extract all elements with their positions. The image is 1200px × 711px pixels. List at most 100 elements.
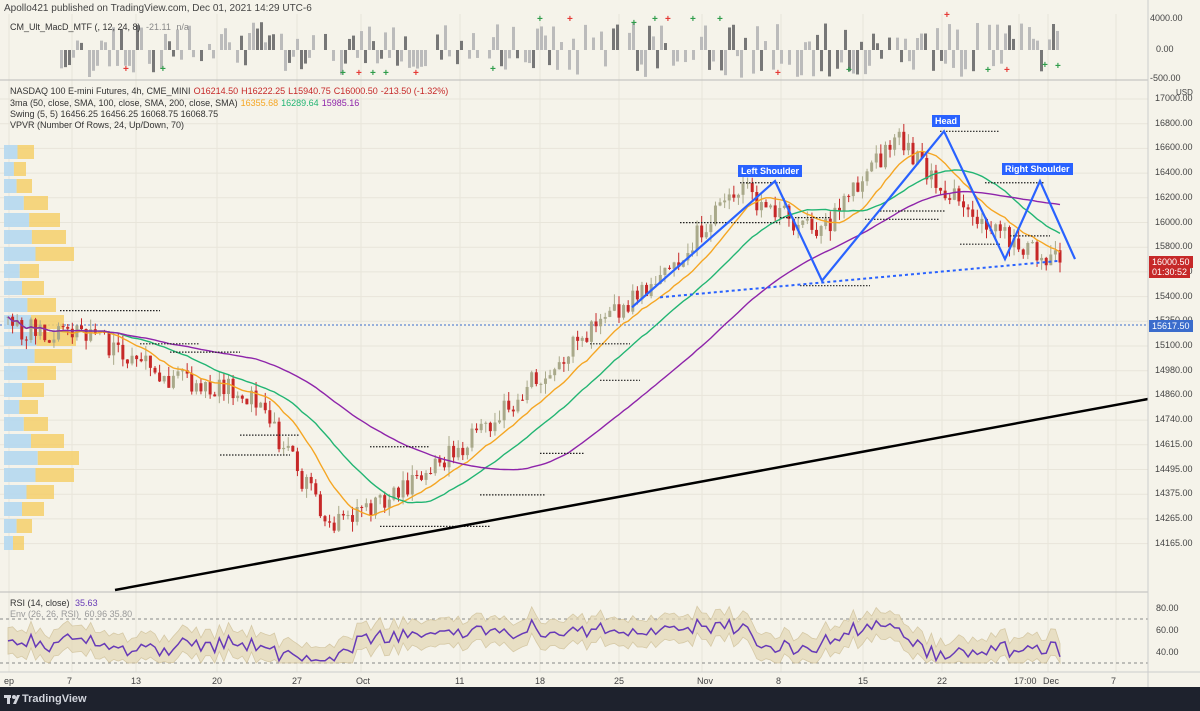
instrument-legend: NASDAQ 100 E-mini Futures, 4h, CME_MINI O…	[10, 86, 451, 96]
candle-body	[107, 332, 111, 356]
candle-body	[939, 187, 943, 191]
price-tick: 14615.00	[1155, 438, 1193, 449]
macd-legend: CM_Ult_MacD_MTF (, 12, 24, 8) -21.11 n/a	[10, 22, 192, 32]
candle-body	[300, 471, 304, 489]
vpvr-down-bar	[36, 332, 76, 346]
macd-bar	[916, 38, 919, 50]
vpvr-up-bar	[4, 281, 22, 295]
price-tick: 15800.00	[1155, 241, 1193, 252]
vpvr-legend: VPVR (Number Of Rows, 24, Up/Down, 70)	[10, 120, 185, 130]
candle-body	[20, 320, 24, 340]
head-label[interactable]: Head	[932, 115, 961, 127]
candle-body	[856, 182, 860, 192]
vpvr-up-bar	[4, 213, 30, 227]
macd-signal-marker: +	[1004, 65, 1010, 76]
macd-signal-marker: +	[717, 14, 723, 25]
vpvr-down-bar	[22, 502, 44, 516]
candle-body	[543, 378, 547, 384]
macd-bar	[704, 25, 707, 50]
vpvr-up-bar	[4, 196, 24, 210]
time-tick: 22	[937, 676, 948, 686]
candle-body	[61, 326, 65, 328]
candle-body	[139, 359, 143, 362]
candle-body	[879, 153, 883, 168]
vpvr-down-bar	[26, 485, 54, 499]
macd-bar	[300, 50, 303, 70]
candle-body	[171, 375, 175, 388]
candle-body	[346, 515, 350, 517]
macd-bar	[92, 50, 95, 71]
macd-signal-marker: +	[652, 14, 658, 25]
macd-bar	[828, 50, 831, 77]
macd-bar	[324, 33, 327, 50]
macd-bar	[876, 43, 879, 50]
macd-bar	[488, 50, 491, 59]
macd-bar	[816, 34, 819, 50]
macd-bar	[552, 26, 555, 50]
candle-body	[750, 183, 754, 193]
macd-bar	[996, 24, 999, 50]
ma-legend-item-0: 3ma (50, close, SMA, 100, close, SMA, 20…	[10, 98, 238, 108]
macd-bar	[728, 27, 731, 50]
candle-body	[571, 336, 575, 357]
candle-body	[727, 194, 731, 201]
macd-bar	[592, 37, 595, 50]
candle-body	[870, 162, 874, 172]
candle-body	[704, 232, 708, 238]
macd-signal-marker: +	[775, 68, 781, 79]
macd-bar	[356, 50, 359, 58]
macd-bar	[1028, 27, 1031, 50]
candle-body	[966, 207, 970, 210]
macd-bar	[1008, 25, 1011, 50]
macd-bar	[924, 33, 927, 50]
macd-bar	[444, 25, 447, 50]
candle-body	[479, 423, 483, 431]
candle-body	[447, 445, 451, 468]
footer-brand[interactable]: TradingView	[22, 693, 87, 705]
candle-body	[341, 513, 345, 516]
macd-signal-marker: +	[665, 14, 671, 25]
vpvr-down-bar	[31, 230, 66, 244]
candle-body	[29, 319, 33, 341]
macd-bar	[128, 50, 131, 66]
macd-bar	[532, 50, 535, 69]
candle-body	[718, 202, 722, 206]
macd-bar	[852, 50, 855, 74]
vpvr-up-bar	[4, 247, 36, 261]
left-shoulder-label[interactable]: Left Shoulder	[738, 165, 802, 177]
candle-body	[952, 188, 956, 200]
macd-tick-2: -500.00	[1150, 73, 1181, 83]
macd-bar	[856, 50, 859, 75]
macd-bar	[140, 27, 143, 50]
candle-body	[746, 183, 750, 185]
macd-bar	[68, 50, 71, 66]
macd-bar	[992, 50, 995, 67]
vpvr-up-bar	[4, 400, 20, 414]
macd-bar	[64, 50, 67, 68]
candle-body	[383, 495, 387, 508]
macd-bar	[80, 42, 83, 50]
macd-bar	[88, 50, 91, 78]
rsi-label: RSI (14, close)	[10, 598, 70, 608]
macd-bar	[252, 22, 255, 50]
macd-bar	[496, 24, 499, 50]
candle-body	[452, 445, 456, 458]
macd-bar	[60, 50, 63, 69]
macd-bar	[660, 25, 663, 50]
candle-body	[631, 290, 635, 312]
candle-body	[135, 355, 139, 360]
candle-body	[975, 216, 979, 224]
macd-bar	[628, 32, 631, 50]
vpvr-up-bar	[4, 536, 13, 550]
candle-body	[957, 188, 961, 202]
macd-bar	[168, 41, 171, 50]
vpvr-down-bar	[16, 519, 32, 533]
macd-bar	[744, 37, 747, 50]
vpvr-down-bar	[23, 417, 48, 431]
right-shoulder-label[interactable]: Right Shoulder	[1002, 163, 1073, 175]
macd-bar	[408, 50, 411, 68]
candle-body	[332, 522, 336, 531]
candle-body	[130, 355, 134, 364]
candle-body	[309, 476, 313, 484]
